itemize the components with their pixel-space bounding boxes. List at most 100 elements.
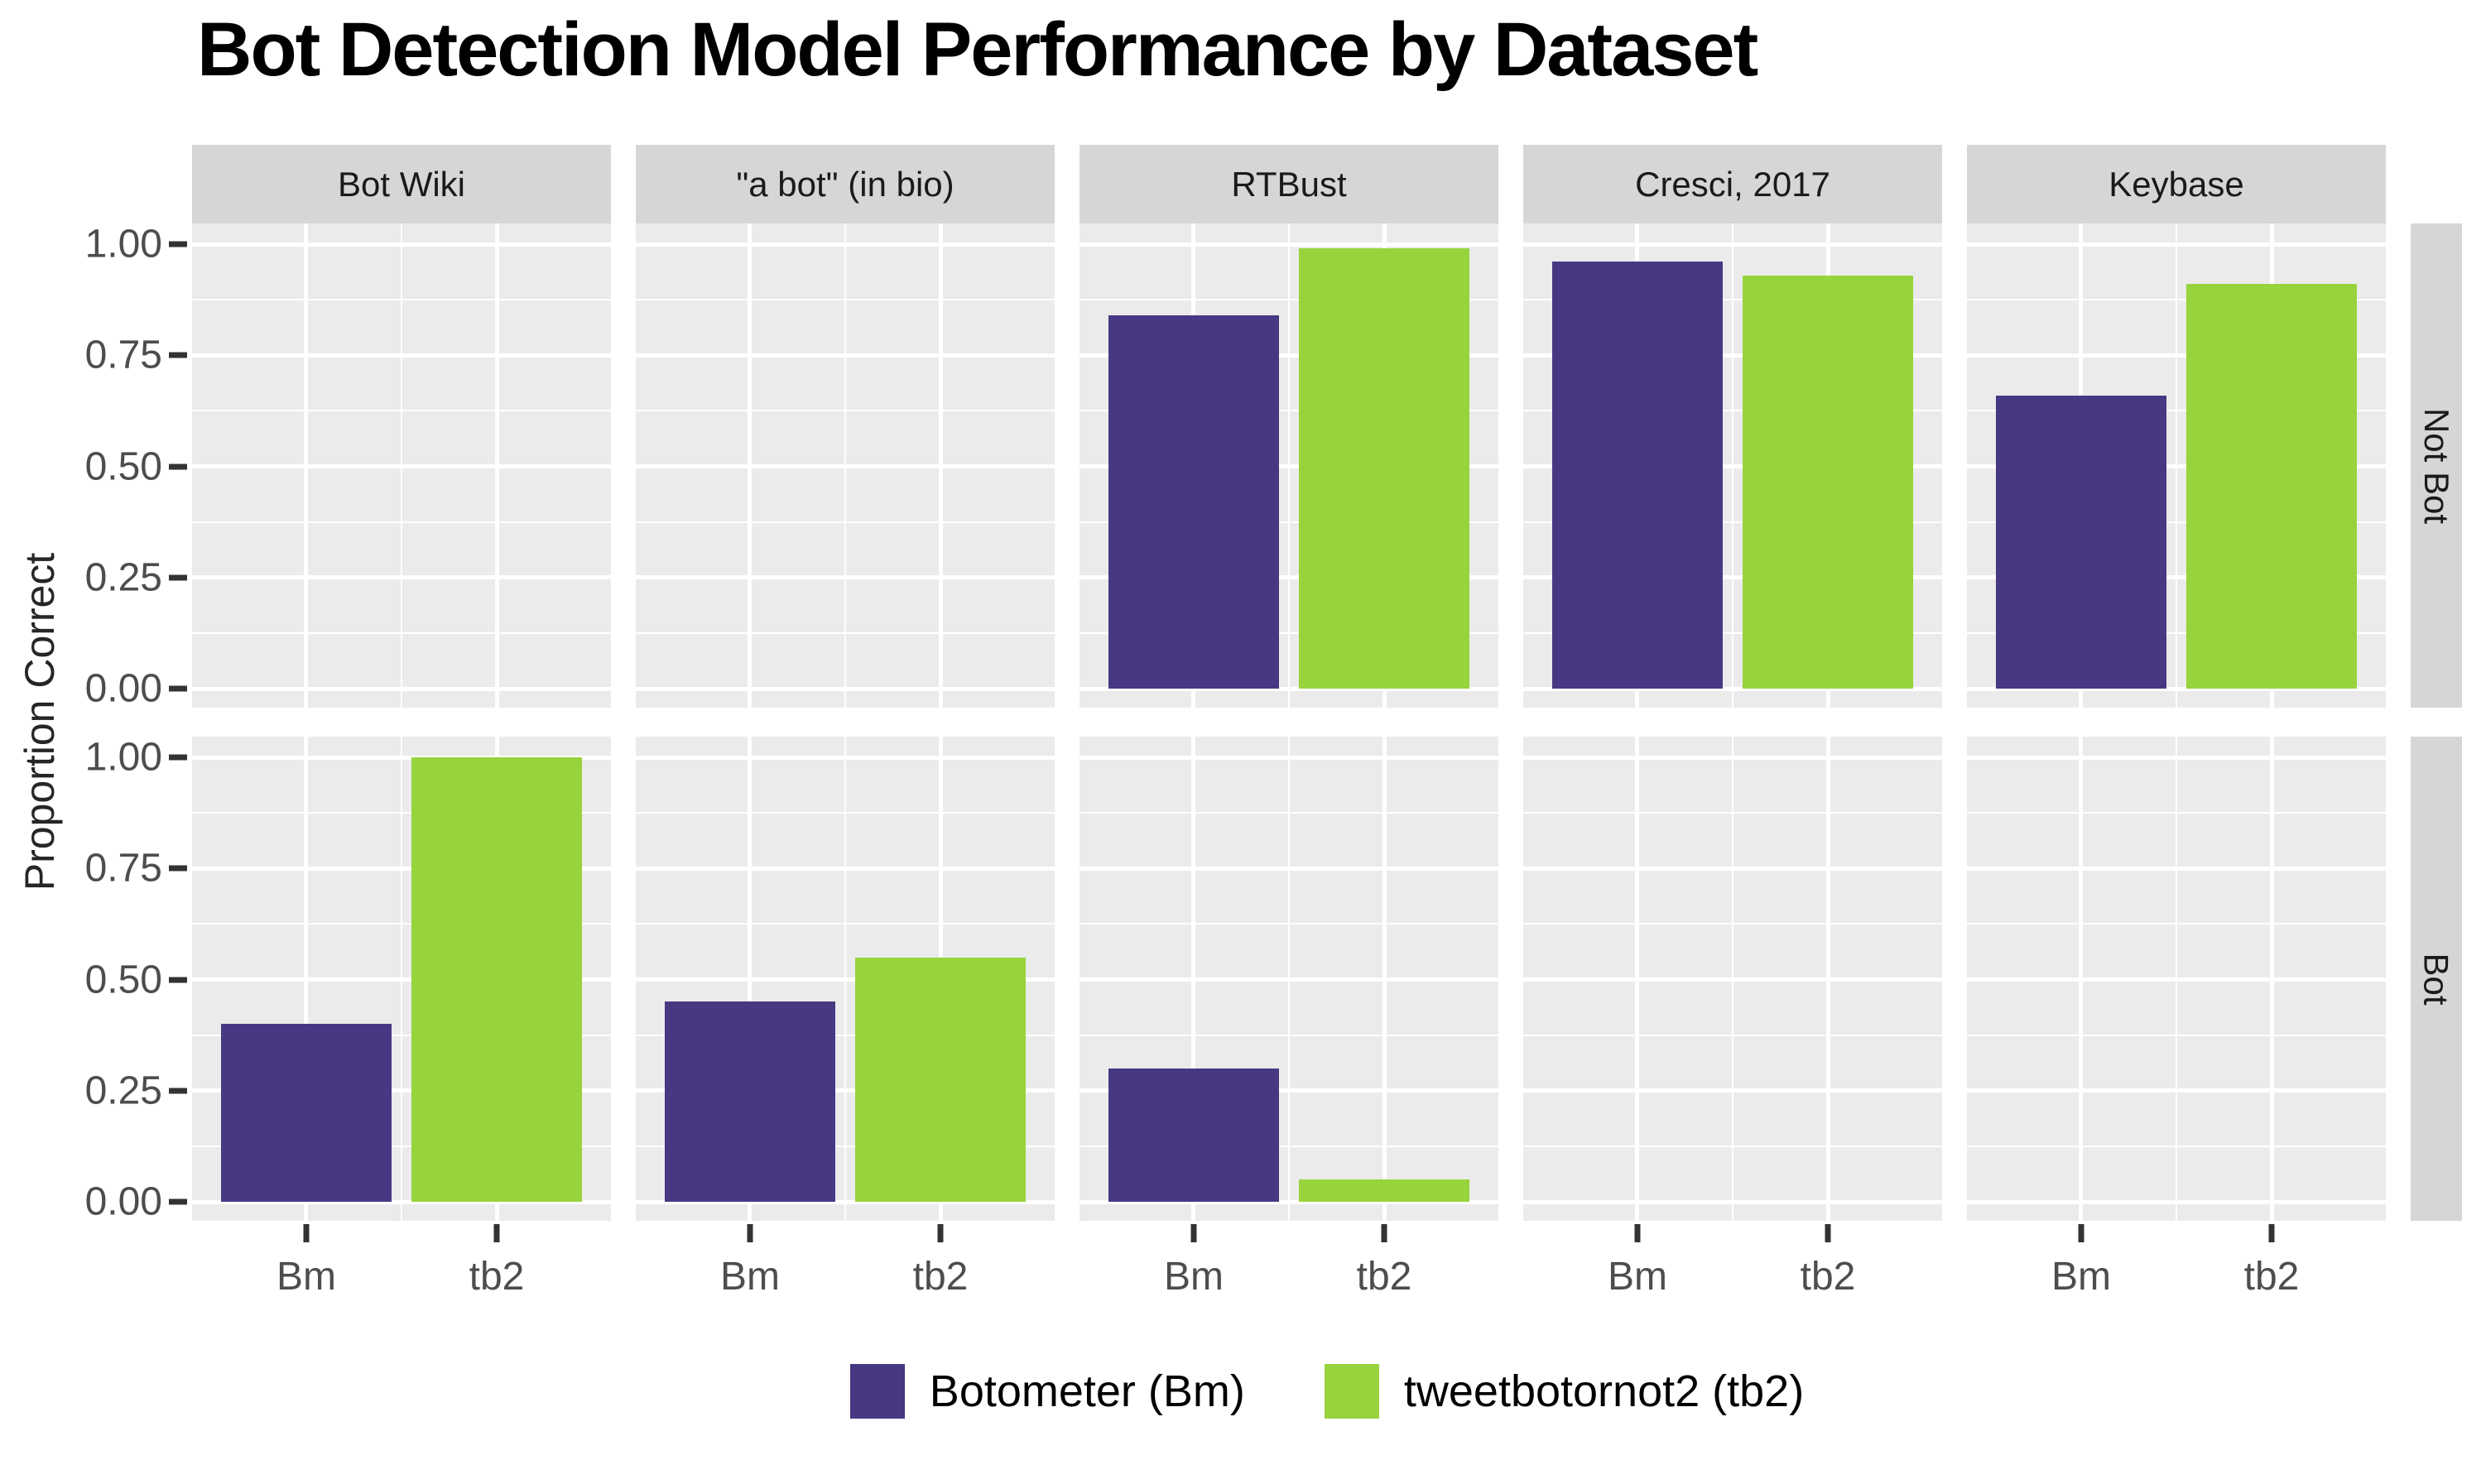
gridline <box>304 223 309 708</box>
gridline <box>1825 737 1830 1221</box>
legend-key-tb2 <box>1324 1364 1379 1419</box>
bar-tb2 <box>854 957 1027 1202</box>
x-tick-label: tb2 <box>2243 1255 2300 1299</box>
y-tick-label: 0.75 <box>84 333 162 377</box>
y-tick-label: 1.00 <box>84 735 162 780</box>
y-tick-label: 0.00 <box>84 666 162 711</box>
y-tick-mark <box>169 685 187 692</box>
x-tick-mark <box>747 1224 753 1242</box>
legend-item: tweetbotornot2 (tb2) <box>1324 1364 1804 1419</box>
bar-tb2 <box>411 757 583 1202</box>
gridline <box>844 737 846 1221</box>
bar-Bm <box>1108 1068 1280 1202</box>
facet-panel <box>192 223 611 708</box>
y-tick-mark <box>169 352 187 358</box>
bar-tb2 <box>1298 1179 1470 1202</box>
facet-panel <box>1080 223 1498 708</box>
x-tick-mark <box>2268 1224 2275 1242</box>
gridline <box>401 737 402 1221</box>
gridline <box>938 223 943 708</box>
facet-column-strip: "a bot" (in bio) <box>636 145 1055 223</box>
facet-grid: Bot Wiki "a bot" (in bio) RTBust Cresci, 20… <box>192 145 2462 1221</box>
gridline <box>1635 737 1640 1221</box>
facet-row-label: Not Bot <box>2417 407 2457 524</box>
facet-panel <box>1967 223 2386 708</box>
facet-column-strip: RTBust <box>1080 145 1498 223</box>
gridline <box>401 223 402 708</box>
x-tick-label: Bm <box>2051 1255 2111 1299</box>
x-tick-label: tb2 <box>912 1255 969 1299</box>
gridline <box>304 737 309 1221</box>
gridline <box>1288 223 1290 708</box>
y-tick-mark <box>169 241 187 247</box>
y-tick-label: 0.25 <box>84 1069 162 1113</box>
x-tick-label: Bm <box>1607 1255 1667 1299</box>
bar-Bm <box>664 1001 836 1202</box>
gridline <box>2079 737 2084 1221</box>
facet-column-label: RTBust <box>1231 164 1347 204</box>
facet-panel <box>1523 737 1942 1221</box>
gridline <box>2176 223 2177 708</box>
bar-Bm <box>1108 315 1280 689</box>
legend-label: Botometer (Bm) <box>929 1366 1245 1416</box>
x-tick-label: tb2 <box>1800 1255 1856 1299</box>
y-tick-mark <box>169 574 187 581</box>
facet-column-label: Bot Wiki <box>337 164 465 204</box>
facet-column-label: Cresci, 2017 <box>1635 164 1830 204</box>
facet-row-strip: Bot <box>2411 737 2462 1221</box>
bar-Bm <box>1995 395 2167 689</box>
facet-panel <box>636 737 1055 1221</box>
x-tick-mark <box>493 1224 500 1242</box>
gridline <box>1191 737 1196 1221</box>
bar-Bm <box>1551 262 1724 689</box>
facet-panel <box>1967 737 2386 1221</box>
y-tick-label: 0.00 <box>84 1179 162 1224</box>
bar-tb2 <box>1742 275 1914 689</box>
y-tick-label: 0.75 <box>84 846 162 891</box>
y-tick-mark <box>169 865 187 872</box>
gridline <box>2269 737 2274 1221</box>
gridline <box>2176 737 2177 1221</box>
x-tick-mark <box>1190 1224 1197 1242</box>
bar-Bm <box>220 1024 392 1202</box>
x-tick-label: Bm <box>1163 1255 1224 1299</box>
y-tick-mark <box>169 1198 187 1205</box>
x-tick-mark <box>1634 1224 1641 1242</box>
y-axis-title: Proportion Correct <box>17 552 63 891</box>
x-tick-mark <box>1825 1224 1831 1242</box>
bar-tb2 <box>2185 284 2358 689</box>
facet-panel <box>1523 223 1942 708</box>
gridline <box>748 223 753 708</box>
facet-panel <box>192 737 611 1221</box>
y-tick-label: 0.25 <box>84 555 162 600</box>
x-tick-label: tb2 <box>469 1255 525 1299</box>
gridline <box>1732 737 1733 1221</box>
gridline <box>494 223 499 708</box>
y-tick-label: 0.50 <box>84 958 162 1001</box>
y-tick-label: 0.50 <box>84 444 162 488</box>
facet-column-strip: Cresci, 2017 <box>1523 145 1942 223</box>
x-tick-label: Bm <box>276 1255 336 1299</box>
chart-title: Bot Detection Model Performance by Datas… <box>197 7 1758 92</box>
gridline <box>1288 737 1290 1221</box>
facet-panel <box>1080 737 1498 1221</box>
x-tick-label: tb2 <box>1356 1255 1412 1299</box>
x-tick-mark <box>2078 1224 2084 1242</box>
gridline <box>748 737 753 1221</box>
x-tick-mark <box>1381 1224 1387 1242</box>
facet-column-strip: Keybase <box>1967 145 2386 223</box>
facet-row-strip: Not Bot <box>2411 223 2462 708</box>
x-tick-mark <box>303 1224 310 1242</box>
gridline <box>844 223 846 708</box>
legend-item: Botometer (Bm) <box>849 1364 1245 1419</box>
x-tick-label: Bm <box>719 1255 780 1299</box>
legend-key-Bm <box>849 1364 905 1419</box>
legend: Botometer (Bm) tweetbotornot2 (tb2) <box>192 1364 2462 1419</box>
y-tick-mark <box>169 463 187 469</box>
y-tick-label: 1.00 <box>84 222 162 267</box>
facet-row-label: Bot <box>2417 952 2457 1006</box>
gridline <box>1382 737 1387 1221</box>
y-tick-mark <box>169 1088 187 1094</box>
facet-column-strip: Bot Wiki <box>192 145 611 223</box>
